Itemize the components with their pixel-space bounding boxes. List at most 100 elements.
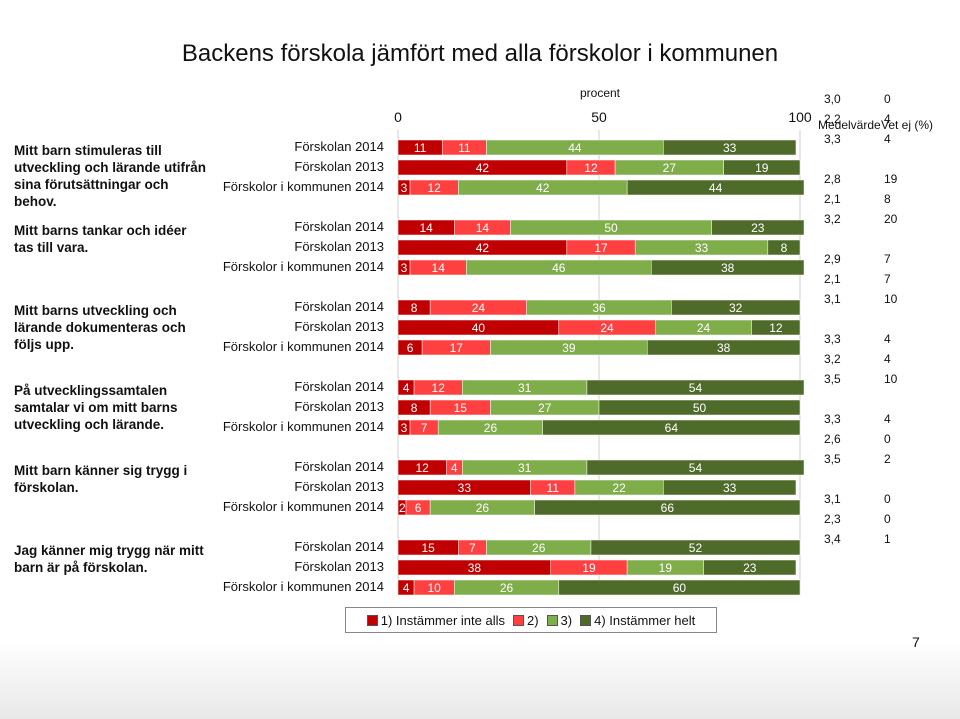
- mean-value: 3,2: [824, 352, 841, 366]
- bar-segment: [558, 579, 801, 596]
- bar-data-label: 31: [518, 381, 532, 395]
- mean-value: 3,1: [824, 492, 841, 506]
- unknown-value: 7: [884, 272, 891, 286]
- bar-data-label: 26: [484, 421, 498, 435]
- mean-value: 2,1: [824, 272, 841, 286]
- bar-data-label: 36: [592, 301, 606, 315]
- bar-segment: [586, 379, 805, 396]
- bar-data-label: 31: [518, 461, 532, 475]
- mean-value: 3,2: [824, 212, 841, 226]
- bar-segment: [663, 139, 797, 156]
- bar-data-label: 26: [532, 541, 546, 555]
- bar-data-label: 24: [697, 321, 711, 335]
- row-label: Förskolor i kommunen 2014: [222, 579, 384, 594]
- unknown-column-header: Vet ej (%): [881, 118, 934, 132]
- bar-segment: [586, 459, 805, 476]
- mean-value: 2,9: [824, 252, 841, 266]
- mean-value: 2,2: [824, 112, 841, 126]
- unknown-value: 4: [884, 132, 891, 146]
- bar-data-label: 33: [723, 481, 737, 495]
- bar-data-label: 39: [562, 341, 576, 355]
- unknown-value: 7: [884, 252, 891, 266]
- x-tick-label: 50: [591, 109, 607, 125]
- row-label: Förskolan 2013: [294, 559, 384, 574]
- question-label: Mitt barns utveckling och lärande dokume…: [14, 303, 186, 352]
- bar-data-label: 60: [673, 581, 687, 595]
- bar-segment: [626, 179, 805, 196]
- bar-segment: [723, 159, 801, 176]
- question-label: Mitt barn känner sig trygg i förskolan.: [14, 463, 188, 495]
- bar-data-label: 23: [751, 221, 765, 235]
- bar-data-label: 14: [432, 261, 446, 275]
- mean-value: 3,1: [824, 292, 841, 306]
- bar-segment: [767, 239, 801, 256]
- bar-data-label: 6: [407, 341, 414, 355]
- bar-data-label: 33: [458, 481, 472, 495]
- bar-data-label: 12: [415, 461, 429, 475]
- legend-label: 4) Instämmer helt: [594, 612, 696, 628]
- unknown-value: 2: [884, 452, 891, 466]
- row-label: Förskolan 2013: [294, 239, 384, 254]
- row-label: Förskolor i kommunen 2014: [222, 259, 384, 274]
- bar-data-label: 46: [552, 261, 566, 275]
- bar-data-label: 17: [594, 241, 608, 255]
- bar-data-label: 12: [584, 161, 598, 175]
- bar-data-label: 8: [411, 401, 418, 415]
- bar-segment: [646, 339, 801, 356]
- bar-data-label: 14: [476, 221, 490, 235]
- row-label: Förskolan 2013: [294, 319, 384, 334]
- bar-data-label: 4: [403, 381, 410, 395]
- unknown-value: 4: [884, 412, 891, 426]
- question-label: Mitt barns tankar och idéer tas till var…: [14, 223, 187, 255]
- bar-segment: [598, 399, 801, 416]
- bar-data-label: 8: [411, 301, 418, 315]
- bar-data-label: 26: [500, 581, 514, 595]
- bar-data-label: 17: [450, 341, 464, 355]
- row-label: Förskolan 2014: [294, 219, 384, 234]
- unknown-value: 10: [884, 372, 898, 386]
- bar-data-label: 52: [689, 541, 703, 555]
- bar-data-label: 4: [403, 581, 410, 595]
- bar-data-label: 42: [536, 181, 550, 195]
- mean-value: 3,5: [824, 452, 841, 466]
- bar-data-label: 19: [755, 161, 769, 175]
- bar-data-label: 4: [451, 461, 458, 475]
- bar-data-label: 27: [538, 401, 552, 415]
- footer-decoration: [0, 640, 960, 719]
- unknown-value: 1: [884, 532, 891, 546]
- legend-swatch: [580, 614, 592, 626]
- mean-value: 2,3: [824, 512, 841, 526]
- bar-segment: [663, 479, 797, 496]
- bar-data-label: 2: [399, 501, 406, 515]
- legend-label: 3): [560, 612, 573, 628]
- bar-data-label: 3: [401, 181, 408, 195]
- unknown-value: 4: [884, 352, 891, 366]
- bar-data-label: 38: [468, 561, 482, 575]
- bar-data-label: 38: [717, 341, 731, 355]
- page-title: Backens förskola jämfört med alla försko…: [181, 40, 779, 67]
- row-label: Förskolan 2014: [294, 539, 384, 554]
- bar-data-label: 8: [781, 241, 788, 255]
- unknown-value: 20: [884, 212, 898, 226]
- legend-swatch: [366, 614, 378, 626]
- bar-data-label: 33: [723, 141, 737, 155]
- x-tick-label: 0: [394, 109, 402, 125]
- bar-data-label: 19: [582, 561, 596, 575]
- mean-value: 2,1: [824, 192, 841, 206]
- question-label: Jag känner mig trygg när mitt barn är på…: [14, 543, 204, 575]
- bar-data-label: 42: [476, 161, 490, 175]
- legend-label: 1) Instämmer inte alls: [380, 612, 505, 628]
- unknown-value: 10: [884, 292, 898, 306]
- bar-data-label: 3: [401, 421, 408, 435]
- x-tick-label: 100: [788, 109, 812, 125]
- bar-data-label: 24: [472, 301, 486, 315]
- bar-data-label: 11: [414, 141, 427, 155]
- bar-data-label: 12: [769, 321, 783, 335]
- bar-segment: [671, 299, 801, 316]
- row-label: Förskolor i kommunen 2014: [222, 419, 384, 434]
- row-label: Förskolan 2014: [294, 459, 384, 474]
- bar-data-label: 44: [709, 181, 723, 195]
- bar-segment: [542, 419, 801, 436]
